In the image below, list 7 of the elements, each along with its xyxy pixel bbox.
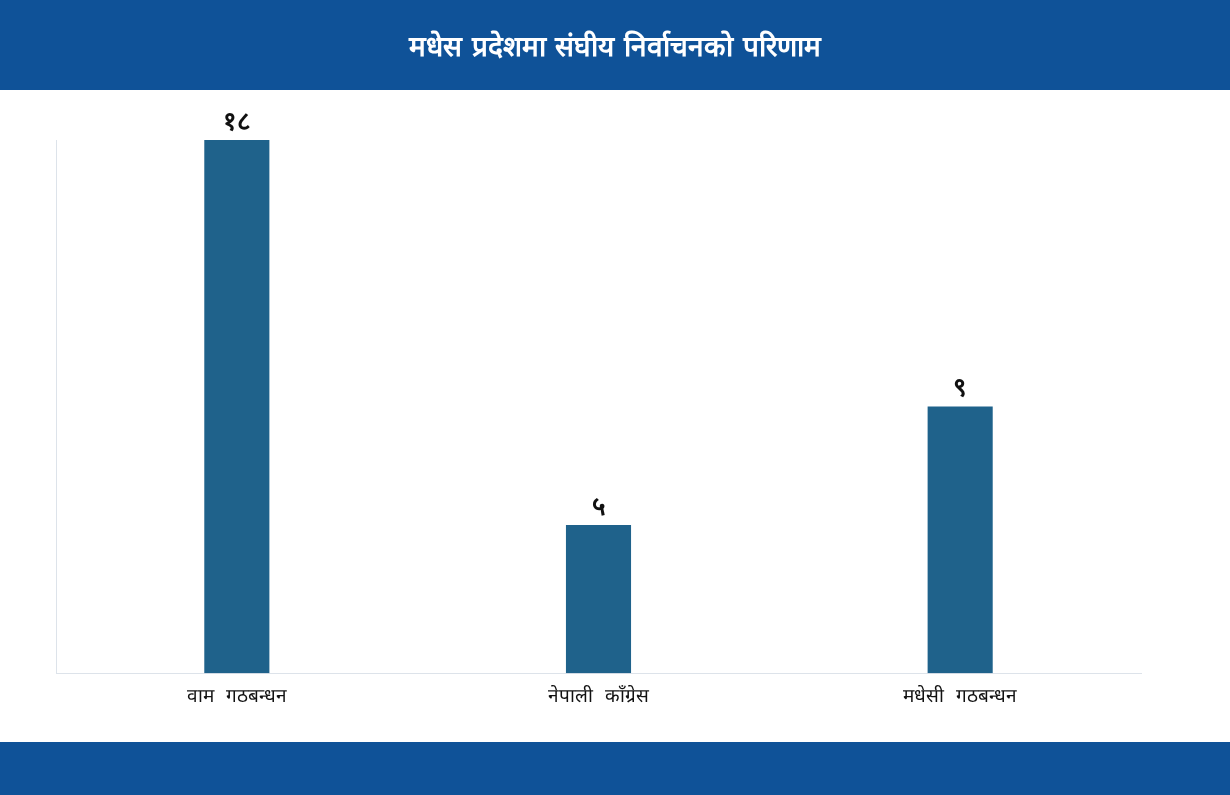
data-label: १८ [222, 105, 251, 136]
data-label: ९ [953, 372, 968, 403]
data-label: ५ [591, 490, 606, 521]
chart-title: मधेस प्रदेशमा संघीय निर्वाचनको परिणाम [409, 29, 821, 64]
x-tick-label: वाम गठबन्धन [186, 683, 287, 706]
x-tick-label: नेपाली काँग्रेस [547, 683, 651, 706]
x-tick-label: मधेसी गठबन्धन [903, 683, 1018, 706]
